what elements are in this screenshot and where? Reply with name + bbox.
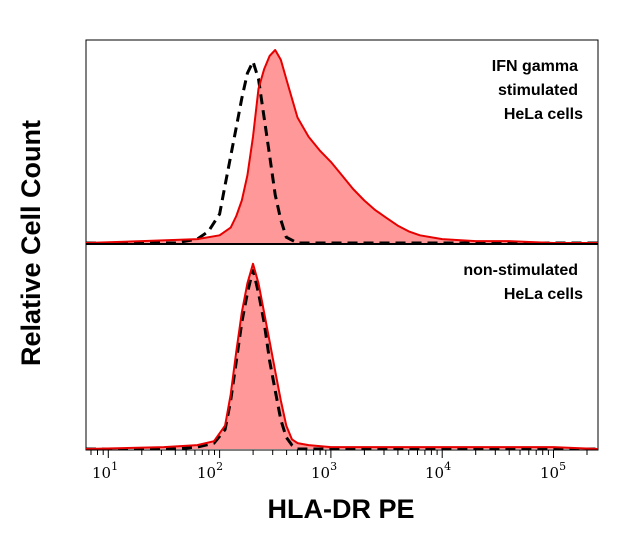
bottom-annotation-line-2: HeLa cells bbox=[504, 286, 583, 303]
bottom-annotation-line-1: non-stimulated bbox=[463, 262, 578, 279]
top-isotype-control-line bbox=[86, 57, 598, 245]
top-stained-histogram-fill bbox=[86, 50, 598, 243]
x-axis-title: HLA-DR PE bbox=[268, 494, 415, 524]
x-axis-ticks bbox=[90, 450, 588, 458]
x-tick-label-1: 101 bbox=[92, 460, 118, 482]
x-axis-tick-labels: 101 102 103 104 105 bbox=[92, 460, 566, 482]
x-tick-label-3: 103 bbox=[311, 460, 337, 482]
top-annotation-line-3: HeLa cells bbox=[504, 106, 583, 123]
top-panel-series bbox=[85, 49, 598, 245]
bottom-panel-series bbox=[85, 262, 599, 451]
bottom-isotype-control-line bbox=[86, 269, 598, 451]
y-axis-title: Relative Cell Count bbox=[16, 120, 46, 366]
bottom-stained-histogram-outline bbox=[85, 262, 599, 450]
x-tick-label-5: 105 bbox=[540, 460, 566, 482]
top-annotation-line-1: IFN gamma bbox=[492, 58, 578, 75]
top-annotation-line-2: stimulated bbox=[498, 82, 578, 99]
top-stained-histogram-outline bbox=[85, 49, 598, 244]
x-tick-label-2: 102 bbox=[197, 460, 223, 482]
x-tick-label-4: 104 bbox=[425, 460, 451, 482]
